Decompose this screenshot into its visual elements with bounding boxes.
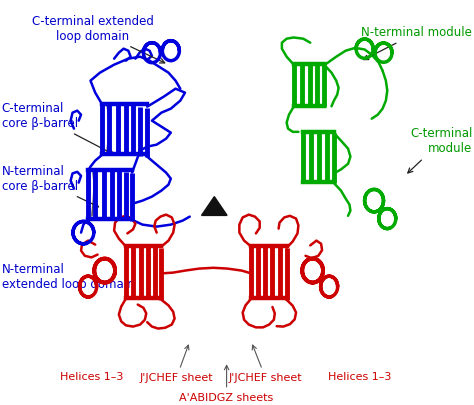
Text: A'ABIDGZ sheets: A'ABIDGZ sheets	[180, 365, 273, 403]
Text: C-terminal
core β-barrel: C-terminal core β-barrel	[1, 102, 114, 155]
Polygon shape	[201, 196, 227, 215]
Text: Helices 1–3: Helices 1–3	[60, 372, 123, 382]
Text: J'JCHEF sheet: J'JCHEF sheet	[228, 345, 302, 383]
Text: N-terminal
extended loop domain: N-terminal extended loop domain	[1, 262, 134, 291]
Text: C-terminal
module: C-terminal module	[408, 128, 473, 173]
Text: C-terminal extended
loop domain: C-terminal extended loop domain	[32, 15, 164, 63]
Text: N-terminal module: N-terminal module	[362, 26, 473, 60]
Text: Helices 1–3: Helices 1–3	[328, 372, 392, 382]
Text: J'JCHEF sheet: J'JCHEF sheet	[140, 345, 213, 383]
Text: N-terminal
core β-barrel: N-terminal core β-barrel	[1, 164, 99, 207]
